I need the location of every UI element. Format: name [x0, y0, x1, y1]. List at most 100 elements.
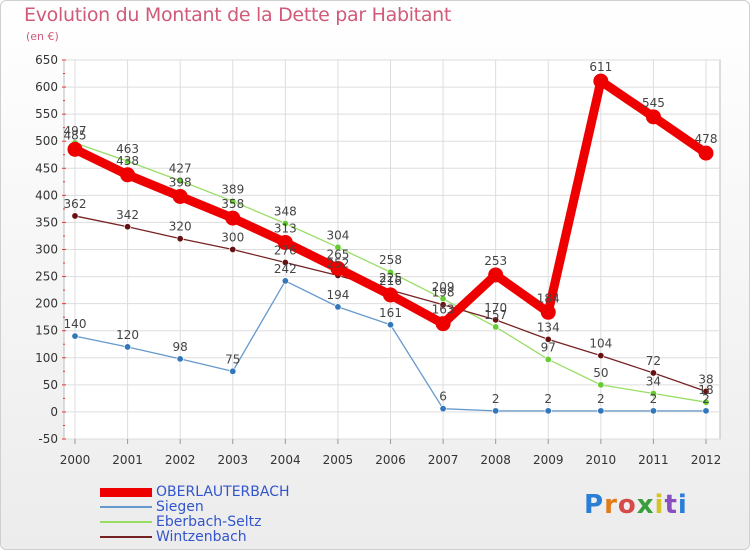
data-label: 389 [221, 182, 244, 196]
data-point [435, 316, 451, 332]
y-tick-label: 650 [35, 53, 58, 67]
logo-letter: r [604, 490, 618, 520]
y-tick-label: 600 [35, 80, 58, 94]
x-tick-label: 2011 [638, 453, 669, 467]
y-tick-label: 400 [35, 188, 58, 202]
y-tick-label: 150 [35, 324, 58, 338]
x-tick-label: 2005 [323, 453, 354, 467]
data-label: 184 [537, 291, 560, 305]
data-point [229, 197, 237, 205]
legend-label: Eberbach-Seltz [156, 514, 262, 530]
data-label: 427 [169, 162, 192, 176]
data-point [334, 243, 342, 251]
data-label: 438 [116, 154, 139, 168]
data-label: 276 [274, 243, 297, 257]
data-point [593, 73, 609, 89]
data-label: 2 [492, 392, 500, 406]
data-label: 2 [702, 392, 710, 406]
data-label: 209 [432, 280, 455, 294]
data-point [488, 267, 504, 283]
data-point [649, 390, 657, 398]
data-point [492, 323, 500, 331]
data-point [544, 355, 552, 363]
data-label: 97 [541, 340, 556, 354]
data-label: 545 [642, 96, 665, 110]
data-label: 120 [116, 328, 139, 342]
y-tick-label: 100 [35, 351, 58, 365]
legend-item: OBERLAUTERBACH [100, 485, 290, 499]
y-tick-label: 250 [35, 270, 58, 284]
x-tick-label: 2001 [112, 453, 143, 467]
data-point [698, 145, 714, 161]
legend-item: Wintzenbach [100, 530, 247, 544]
data-point [71, 212, 79, 220]
y-tick-label: 500 [35, 134, 58, 148]
data-label: 398 [169, 175, 192, 189]
data-label: 358 [221, 197, 244, 211]
data-point [439, 405, 447, 413]
data-point [597, 352, 605, 360]
data-point [67, 141, 83, 157]
legend-label: Wintzenbach [156, 529, 247, 545]
proxiti-logo: Proxiti [584, 490, 688, 520]
data-label: 161 [379, 306, 402, 320]
data-point [176, 177, 184, 185]
data-label: 194 [326, 288, 349, 302]
data-label: 50 [593, 366, 608, 380]
logo-letter: i [677, 490, 688, 520]
y-tick-label: 0 [50, 405, 58, 419]
data-point [225, 210, 241, 226]
data-point [176, 235, 184, 243]
data-point [702, 407, 710, 415]
data-label: 300 [221, 231, 244, 245]
data-point [383, 287, 398, 303]
data-label: 265 [326, 247, 349, 261]
y-tick-label: 350 [35, 215, 58, 229]
legend-label: OBERLAUTERBACH [156, 484, 290, 500]
data-label: 134 [537, 320, 560, 334]
data-label: 258 [379, 253, 402, 267]
data-point [597, 381, 605, 389]
logo-letter: t [664, 490, 678, 520]
data-point [334, 303, 342, 311]
data-label: 478 [695, 132, 718, 146]
data-label: 6 [439, 390, 447, 404]
data-label: 242 [274, 262, 297, 276]
data-label: 320 [169, 220, 192, 234]
data-point [645, 109, 661, 125]
data-label: 497 [64, 124, 87, 138]
data-point [544, 407, 552, 415]
data-point [277, 234, 293, 250]
data-point [281, 277, 289, 285]
data-label: 72 [646, 354, 661, 368]
data-label: 198 [432, 286, 455, 300]
data-label: 313 [274, 221, 297, 235]
chart-title: Evolution du Montant de la Dette par Hab… [24, 4, 452, 26]
data-label: 225 [379, 271, 402, 285]
data-point [492, 407, 500, 415]
data-label: 611 [589, 60, 612, 74]
legend-swatch [100, 521, 152, 523]
legend-swatch [100, 487, 152, 497]
data-point [386, 321, 394, 329]
logo-letter: i [654, 490, 665, 520]
data-label: 98 [173, 340, 188, 354]
y-tick-label: 450 [35, 161, 58, 175]
data-point [702, 398, 710, 406]
x-tick-label: 2010 [586, 453, 617, 467]
data-label: 18 [698, 383, 713, 397]
y-tick-label: 50 [43, 378, 58, 392]
data-label: 2 [650, 392, 658, 406]
data-label: 304 [326, 228, 349, 242]
legend-item: Siegen [100, 500, 204, 514]
data-point [281, 220, 289, 228]
y-tick-label: -50 [38, 432, 58, 446]
data-label: 253 [484, 254, 507, 268]
data-label: 2 [544, 392, 552, 406]
data-label: 463 [116, 142, 139, 156]
x-tick-label: 2008 [480, 453, 511, 467]
logo-letter: P [584, 490, 605, 520]
data-label: 38 [698, 372, 713, 386]
data-point [702, 387, 710, 395]
